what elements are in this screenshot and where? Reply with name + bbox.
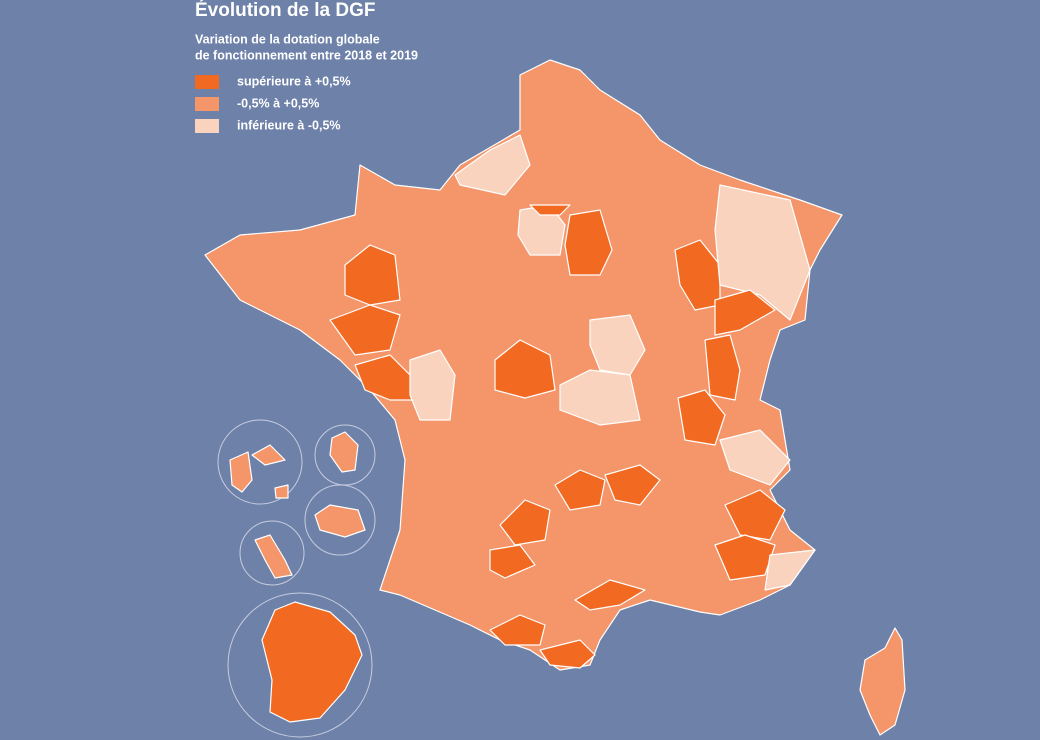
- mayotte: [254, 534, 293, 579]
- legend: supérieure à +0,5% -0,5% à +0,5% inférieur…: [195, 74, 351, 133]
- region: [409, 349, 456, 421]
- region: [677, 389, 726, 446]
- region: [529, 204, 571, 216]
- region: [559, 369, 641, 426]
- region: [344, 244, 401, 306]
- region: [604, 464, 661, 506]
- legend-label: supérieure à +0,5%: [237, 74, 351, 88]
- region: [714, 184, 811, 321]
- legend-label: inférieure à -0,5%: [237, 118, 341, 132]
- region: [574, 579, 646, 611]
- guadeloupe: [229, 451, 253, 493]
- legend-label: -0,5% à +0,5%: [237, 96, 319, 110]
- corsica: [859, 627, 906, 736]
- guadeloupe: [274, 484, 289, 499]
- legend-swatch: [195, 97, 219, 111]
- region: [724, 489, 786, 541]
- region: [714, 289, 776, 336]
- inset-ring: [239, 520, 305, 586]
- reunion: [314, 504, 366, 538]
- martinique: [329, 431, 359, 473]
- region: [704, 334, 741, 401]
- region: [499, 499, 551, 546]
- title: Évolution de la DGF: [195, 0, 376, 21]
- region: [564, 209, 613, 276]
- legend-swatch: [195, 75, 219, 89]
- region: [764, 549, 816, 591]
- inset-ring: [304, 484, 376, 556]
- region: [489, 614, 546, 646]
- region: [454, 134, 531, 196]
- legend-swatch: [195, 119, 219, 133]
- guadeloupe: [251, 444, 286, 466]
- inset-ring: [217, 419, 303, 505]
- region: [329, 304, 401, 356]
- region: [489, 544, 536, 579]
- region: [494, 339, 556, 399]
- metropole: [204, 59, 843, 671]
- region: [719, 429, 791, 486]
- region: [539, 639, 596, 669]
- inset-ring: [227, 592, 373, 738]
- guyane: [261, 601, 363, 723]
- subtitle-line: de fonctionnement entre 2018 et 2019: [195, 48, 418, 62]
- region: [554, 469, 606, 511]
- subtitle-line: Variation de la dotation globale: [195, 32, 380, 46]
